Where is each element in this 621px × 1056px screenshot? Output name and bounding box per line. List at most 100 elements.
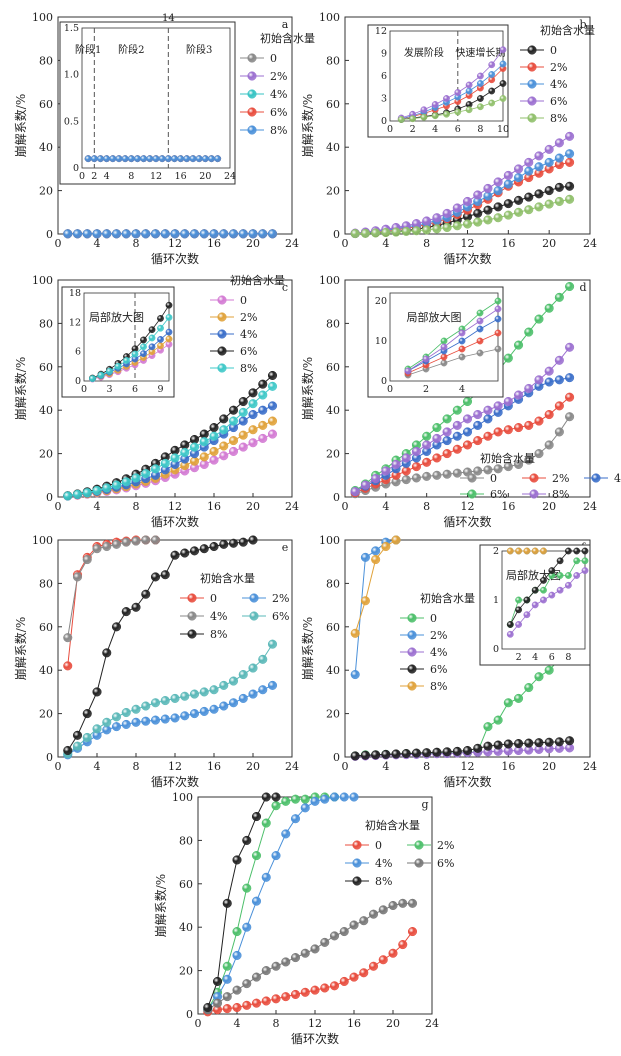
data-point bbox=[82, 488, 92, 498]
legend-marker bbox=[407, 664, 417, 674]
series-line bbox=[207, 796, 276, 1008]
inset-data-point bbox=[540, 547, 547, 555]
data-point bbox=[483, 465, 493, 475]
y-tick-label: 40 bbox=[179, 921, 193, 934]
legend-marker bbox=[247, 71, 257, 81]
data-point bbox=[271, 801, 281, 811]
data-point bbox=[503, 462, 513, 472]
data-point bbox=[209, 541, 219, 552]
y-tick-label: 100 bbox=[172, 791, 193, 804]
data-point bbox=[483, 414, 493, 424]
inset-data-point bbox=[157, 336, 164, 343]
data-point bbox=[150, 715, 161, 725]
data-point bbox=[199, 687, 209, 697]
x-tick-label: 16 bbox=[501, 237, 515, 250]
inset-data-point bbox=[158, 155, 166, 163]
data-point bbox=[232, 950, 242, 960]
data-point bbox=[170, 693, 180, 703]
data-point bbox=[160, 458, 170, 468]
inset-data-point bbox=[476, 95, 484, 102]
legend-marker bbox=[247, 107, 257, 117]
data-point bbox=[189, 689, 200, 699]
series-8% bbox=[63, 381, 278, 501]
data-point bbox=[452, 444, 462, 454]
inset-data-point bbox=[404, 367, 412, 375]
data-point bbox=[189, 434, 200, 445]
data-point bbox=[219, 229, 229, 239]
data-point bbox=[267, 401, 278, 411]
legend-marker bbox=[249, 611, 259, 621]
inset-data-point bbox=[152, 155, 160, 163]
legend: 初始含水量 0 2% 4% 6% 8% bbox=[460, 451, 621, 501]
inset-data-point bbox=[515, 596, 522, 604]
data-point bbox=[63, 491, 73, 501]
data-point bbox=[565, 281, 575, 292]
x-tick-label: 20 bbox=[246, 237, 260, 250]
inset-x-tick-label: 0 bbox=[79, 171, 85, 182]
x-tick-label: 4 bbox=[382, 500, 389, 513]
inset-data-point bbox=[515, 621, 522, 628]
inset-y-tick-label: 2 bbox=[493, 546, 499, 557]
data-point bbox=[232, 926, 242, 937]
inset-series-line bbox=[92, 305, 170, 379]
inset-data-point bbox=[556, 586, 564, 594]
inset-series-line bbox=[407, 308, 499, 372]
data-point bbox=[513, 738, 524, 749]
x-tick-label: 12 bbox=[461, 760, 475, 773]
x-tick-label: 24 bbox=[583, 500, 597, 513]
legend: 初始含水量 0 2% 4% 6% 8% bbox=[520, 23, 595, 125]
y-tick-label: 40 bbox=[39, 664, 53, 677]
inset-data-point bbox=[476, 103, 484, 111]
data-point bbox=[199, 706, 209, 716]
legend-title: 初始含水量 bbox=[540, 23, 595, 37]
data-point bbox=[209, 455, 219, 465]
legend-marker bbox=[217, 346, 227, 356]
inset-data-point bbox=[109, 155, 117, 163]
series-line bbox=[355, 740, 570, 757]
data-point bbox=[261, 872, 271, 882]
data-point bbox=[524, 383, 534, 394]
data-point bbox=[72, 572, 83, 582]
y-tick-label: 0 bbox=[46, 751, 53, 764]
legend-label: 6% bbox=[240, 345, 257, 358]
data-point bbox=[371, 546, 381, 556]
data-point bbox=[150, 572, 161, 582]
data-point bbox=[219, 451, 229, 461]
data-point bbox=[92, 485, 102, 496]
inset-data-point bbox=[540, 586, 547, 594]
data-point bbox=[483, 405, 493, 415]
data-point bbox=[228, 229, 239, 239]
legend-marker bbox=[527, 62, 537, 72]
x-tick-label: 20 bbox=[246, 500, 260, 513]
legend-marker bbox=[527, 45, 537, 55]
data-point bbox=[407, 898, 418, 908]
legend-marker bbox=[352, 858, 362, 868]
data-point bbox=[378, 955, 388, 965]
inset-data-point bbox=[476, 349, 484, 357]
data-point bbox=[141, 716, 151, 726]
y-tick-label: 60 bbox=[326, 361, 340, 374]
inset-series-line bbox=[401, 98, 504, 120]
x-tick-label: 16 bbox=[501, 760, 515, 773]
data-point bbox=[72, 730, 83, 740]
data-point bbox=[248, 425, 258, 435]
data-point bbox=[524, 192, 534, 202]
inset-data-point bbox=[573, 547, 581, 555]
data-point bbox=[422, 457, 432, 467]
data-point bbox=[432, 423, 442, 433]
inset-data-point bbox=[114, 362, 122, 370]
inset-y-tick-label: 0 bbox=[381, 376, 387, 387]
y-axis-label: 崩解系数/% bbox=[300, 617, 315, 680]
inset-y-tick-label: 1 bbox=[493, 595, 499, 606]
inset-data-point bbox=[134, 155, 141, 163]
inset-data-point bbox=[127, 155, 135, 163]
series-line bbox=[355, 153, 570, 234]
inset-data-point bbox=[440, 359, 448, 367]
inset-data-point bbox=[97, 371, 105, 379]
data-point bbox=[544, 199, 554, 209]
data-point bbox=[248, 535, 258, 545]
data-point bbox=[493, 715, 503, 725]
data-point bbox=[121, 719, 131, 730]
x-tick-label: 0 bbox=[55, 500, 62, 513]
